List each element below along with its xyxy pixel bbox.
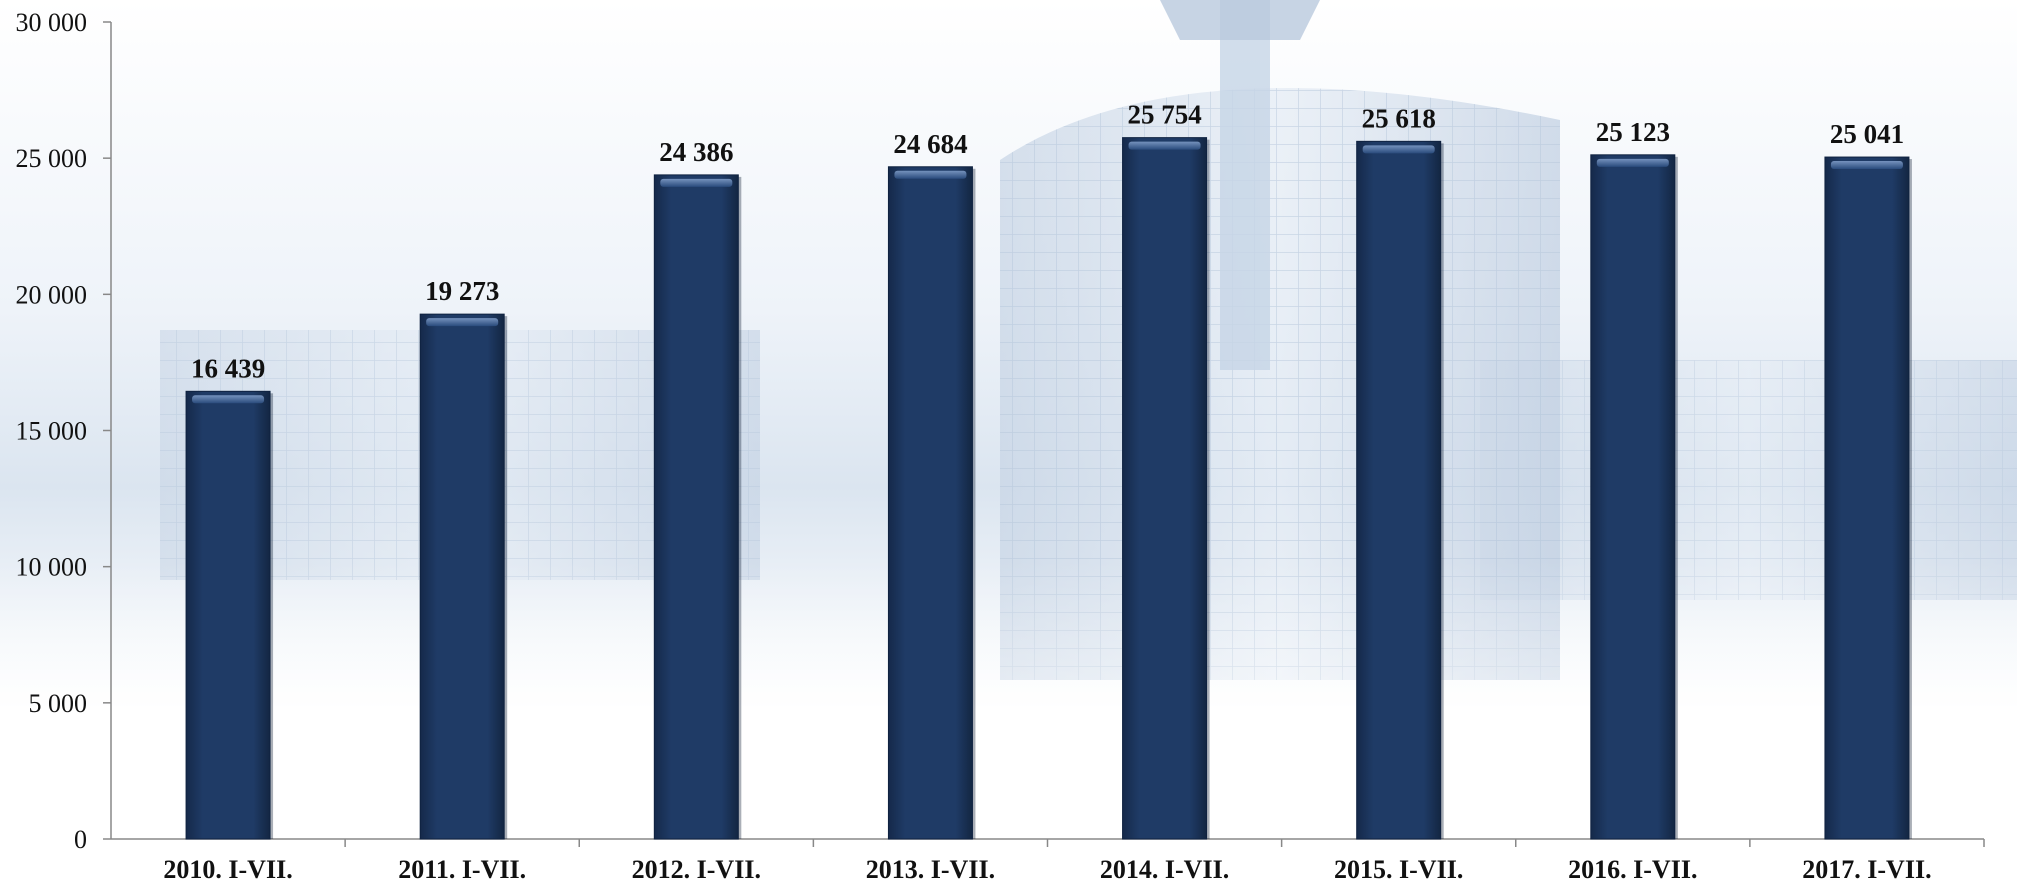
data-label: 25 618 (1362, 103, 1436, 133)
data-label: 25 123 (1596, 117, 1670, 147)
y-tick-label: 15 000 (16, 417, 88, 446)
bar (185, 390, 274, 840)
data-label: 16 439 (191, 353, 265, 383)
data-label: 25 754 (1127, 100, 1201, 130)
x-tick-label: 2017. I-VII. (1802, 855, 1931, 884)
bar (1356, 140, 1444, 840)
bar (653, 174, 742, 840)
y-tick-label: 20 000 (16, 280, 88, 309)
data-label: 24 684 (893, 129, 967, 159)
y-tick-label: 10 000 (16, 553, 88, 582)
bar (887, 166, 976, 840)
bar (419, 313, 508, 840)
x-tick-label: 2014. I-VII. (1100, 855, 1229, 884)
data-label: 25 041 (1830, 119, 1904, 149)
x-tick-label: 2016. I-VII. (1568, 855, 1697, 884)
x-axis-ticks: 2010. I-VII. 2011. I-VII. 2012. I-VII. 2013… (163, 839, 1985, 884)
x-tick-label: 2011. I-VII. (398, 855, 526, 884)
y-tick-label: 30 000 (16, 8, 88, 37)
y-tick-label: 25 000 (16, 144, 88, 173)
x-tick-label: 2012. I-VII. (632, 855, 761, 884)
bar (1824, 156, 1912, 840)
x-tick-label: 2013. I-VII. (866, 855, 995, 884)
bar (1122, 137, 1210, 840)
data-labels: 16 439 19 273 24 386 24 684 25 754 25 618 25 1… (191, 100, 1904, 384)
bar (1590, 154, 1678, 840)
bars (185, 137, 1912, 840)
x-tick-label: 2010. I-VII. (163, 855, 292, 884)
y-axis-ticks: 0 5 000 10 000 15 000 20 000 25 000 30 000 (16, 8, 111, 854)
y-tick-label: 5 000 (29, 689, 88, 718)
data-label: 24 386 (659, 137, 733, 167)
data-label: 19 273 (425, 276, 499, 306)
y-tick-label: 0 (74, 825, 87, 854)
x-tick-label: 2015. I-VII. (1334, 855, 1463, 884)
